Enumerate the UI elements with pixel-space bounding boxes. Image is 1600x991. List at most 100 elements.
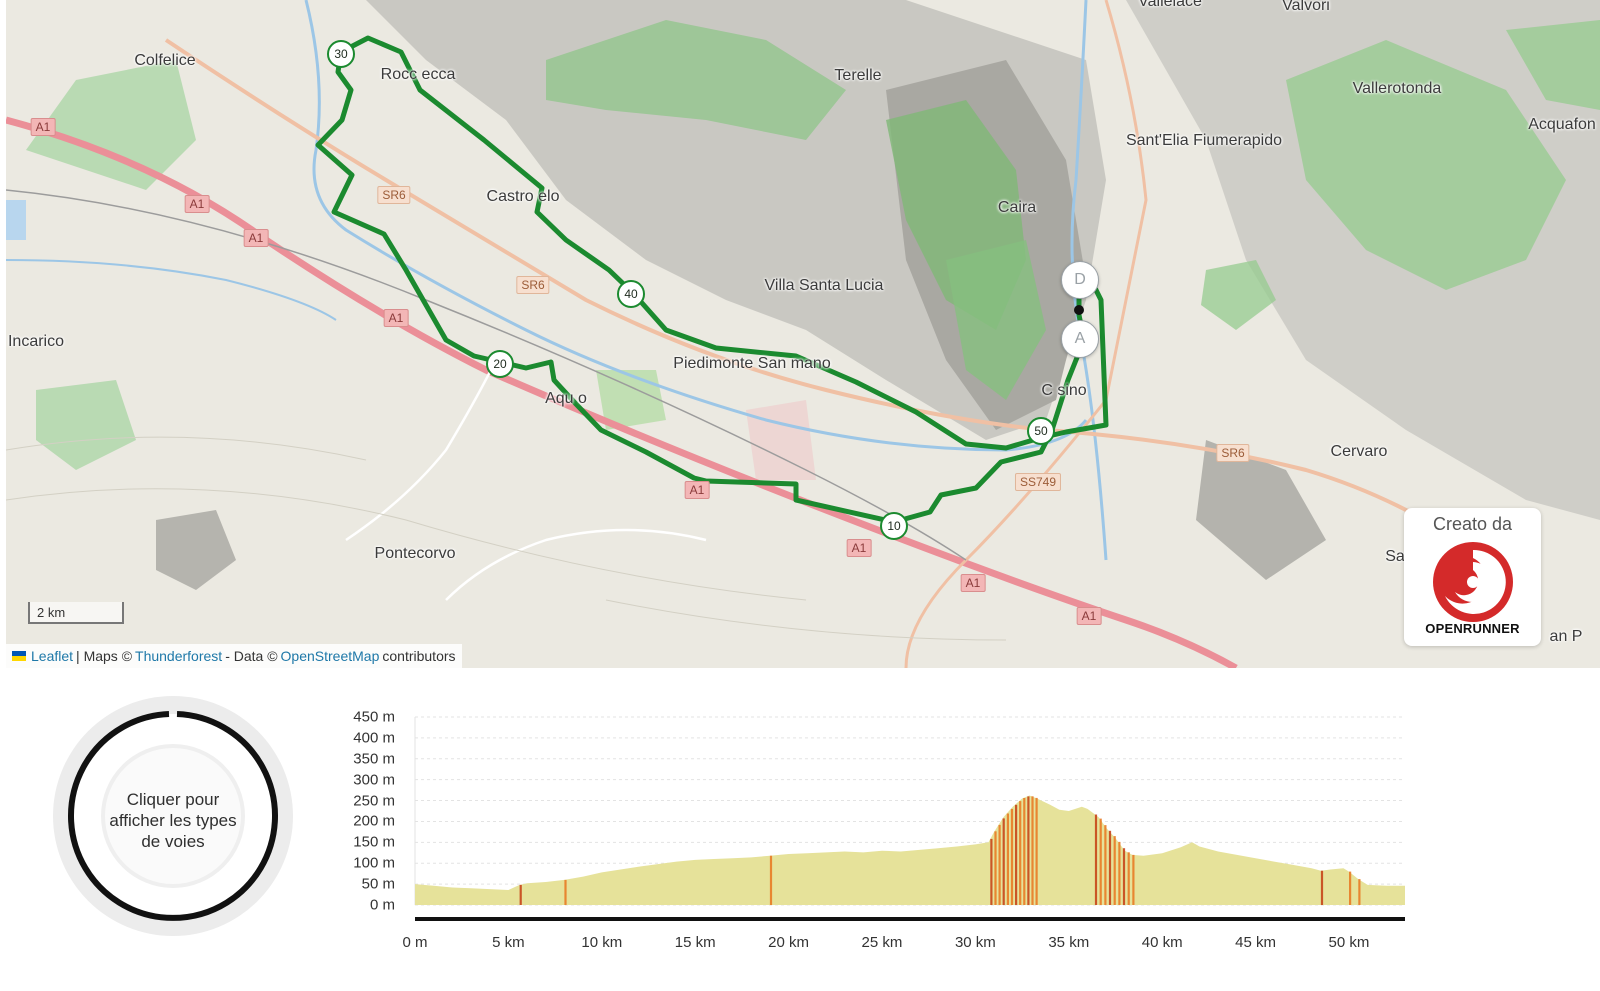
leaflet-link[interactable]: Leaflet <box>31 648 74 664</box>
finish-marker[interactable]: A <box>1061 320 1099 358</box>
openstreetmap-link[interactable]: OpenStreetMap <box>280 648 380 664</box>
steep-segment <box>1010 808 1014 905</box>
steep-segment <box>998 824 1001 905</box>
place-incarico: Incarico <box>7 333 65 350</box>
steep-segment <box>1118 841 1121 905</box>
y-tick-label: 250 m <box>353 792 395 810</box>
steep-segment <box>1122 848 1126 905</box>
place-cassino: C sino <box>1041 382 1087 399</box>
steep-segment <box>1031 796 1034 905</box>
road-shield-sr6: SR6 <box>516 276 550 294</box>
steep-segment <box>564 879 567 905</box>
openrunner-credit[interactable]: Creato da OPENRUNNER <box>1404 508 1541 646</box>
x-tick-label: 30 km <box>954 934 996 951</box>
road-types-toggle[interactable]: Cliquer pour afficher les types de voies <box>51 694 295 938</box>
x-tick-label: 10 km <box>581 934 623 951</box>
steep-segment <box>1002 818 1005 905</box>
attribution-suffix: contributors <box>382 648 456 664</box>
place-sa: Sa <box>1385 548 1405 565</box>
steep-segment <box>1035 797 1038 905</box>
elevation-area <box>415 795 1405 905</box>
steep-segment <box>1019 801 1022 905</box>
place-caira: Caira <box>997 199 1037 216</box>
steep-segment <box>1108 830 1112 905</box>
place-colfelice: Colfelice <box>134 52 196 69</box>
y-tick-label: 450 m <box>353 708 395 726</box>
x-tick-label: 35 km <box>1048 934 1090 951</box>
road-shield-a1: A1 <box>30 118 56 136</box>
y-tick-label: 200 m <box>353 812 395 830</box>
map-scale-bar: 2 km <box>28 602 124 624</box>
km-marker-10[interactable]: 10 <box>880 512 908 540</box>
profile-baseline <box>415 917 1405 921</box>
steep-segment <box>1015 804 1018 905</box>
thunderforest-link[interactable]: Thunderforest <box>135 648 223 664</box>
road-shield-a1: A1 <box>243 229 269 247</box>
y-tick-label: 300 m <box>353 771 395 789</box>
steep-segment <box>769 855 773 905</box>
steep-segment <box>1027 796 1030 905</box>
place-castrocielo: Castro elo <box>486 188 560 205</box>
steep-segment <box>1358 879 1361 905</box>
km-marker-30[interactable]: 30 <box>327 40 355 68</box>
x-tick-label: 15 km <box>674 934 716 951</box>
steep-segment <box>1132 854 1135 905</box>
road-shield-ss749: SS749 <box>1014 473 1062 491</box>
road-shield-a1: A1 <box>1076 607 1102 625</box>
y-tick-label: 150 m <box>353 833 395 851</box>
steep-segment <box>1320 870 1324 905</box>
openrunner-logo-icon <box>1433 542 1513 622</box>
road-shield-sr6: SR6 <box>377 186 411 204</box>
ukraine-flag-icon <box>12 651 26 661</box>
elevation-profile[interactable]: 450 m 400 m 350 m 300 m 250 m 200 m 150 m 100 m… <box>340 695 1420 965</box>
steep-segment <box>1349 871 1352 905</box>
elevation-chart[interactable] <box>340 695 1420 965</box>
y-tick-label: 50 m <box>361 875 395 893</box>
x-tick-label: 0 m <box>402 934 428 951</box>
y-tick-label: 350 m <box>353 750 395 768</box>
route-map[interactable]: Colfelice Rocc ecca Terelle Vallerotonda… <box>6 0 1600 668</box>
steep-segment <box>994 831 997 905</box>
place-villa-santa-lucia: Villa Santa Lucia <box>764 277 884 294</box>
km-marker-40[interactable]: 40 <box>617 280 645 308</box>
steep-segment <box>1094 814 1098 905</box>
place-piedimonte: Piedimonte San mano <box>673 355 831 372</box>
x-tick-label: 5 km <box>492 934 525 951</box>
x-tick-label: 25 km <box>861 934 903 951</box>
road-shield-a1: A1 <box>846 539 872 557</box>
steep-segment <box>1113 836 1116 905</box>
place-aquino: Aqu o <box>545 390 587 407</box>
road-shield-a1: A1 <box>684 481 710 499</box>
x-tick-label: 50 km <box>1328 934 1370 951</box>
place-santelia: Sant'Elia Fiumerapido <box>1125 132 1283 149</box>
km-marker-50[interactable]: 50 <box>1027 417 1055 445</box>
road-shield-a1: A1 <box>184 195 210 213</box>
steep-segment <box>1127 852 1130 905</box>
place-terelle: Terelle <box>834 67 882 84</box>
credit-label: Creato da <box>1432 514 1513 534</box>
x-tick-label: 45 km <box>1235 934 1276 951</box>
steep-segment <box>1104 825 1107 905</box>
place-valvori: Valvori <box>1282 0 1330 14</box>
y-tick-label: 0 m <box>369 896 395 914</box>
road-shield-a1: A1 <box>383 309 409 327</box>
place-sanp: an P <box>1549 628 1583 645</box>
steep-segment <box>1023 798 1026 905</box>
attribution-data-prefix: - Data © <box>225 648 278 664</box>
road-shield-sr6: SR6 <box>1216 444 1250 462</box>
place-acquafondata: Acquafon <box>1528 116 1596 133</box>
place-vallerotonda: Vallerotonda <box>1352 80 1442 97</box>
place-vallelace: Vallelace <box>1138 0 1202 10</box>
map-tiles[interactable] <box>6 0 1600 668</box>
x-tick-label: 20 km <box>768 934 810 951</box>
place-pontecorvo: Pontecorvo <box>374 545 456 562</box>
road-types-ring-icon <box>53 696 293 936</box>
start-marker[interactable]: D <box>1061 261 1099 299</box>
place-cervaro: Cervaro <box>1330 443 1388 460</box>
road-types-text: Cliquer pour afficher les types de voies <box>109 790 237 851</box>
y-tick-label: 400 m <box>353 729 395 747</box>
y-tick-label: 100 m <box>353 854 395 872</box>
steep-segment <box>990 838 993 905</box>
km-marker-20[interactable]: 20 <box>486 350 514 378</box>
road-shield-a1: A1 <box>960 574 986 592</box>
